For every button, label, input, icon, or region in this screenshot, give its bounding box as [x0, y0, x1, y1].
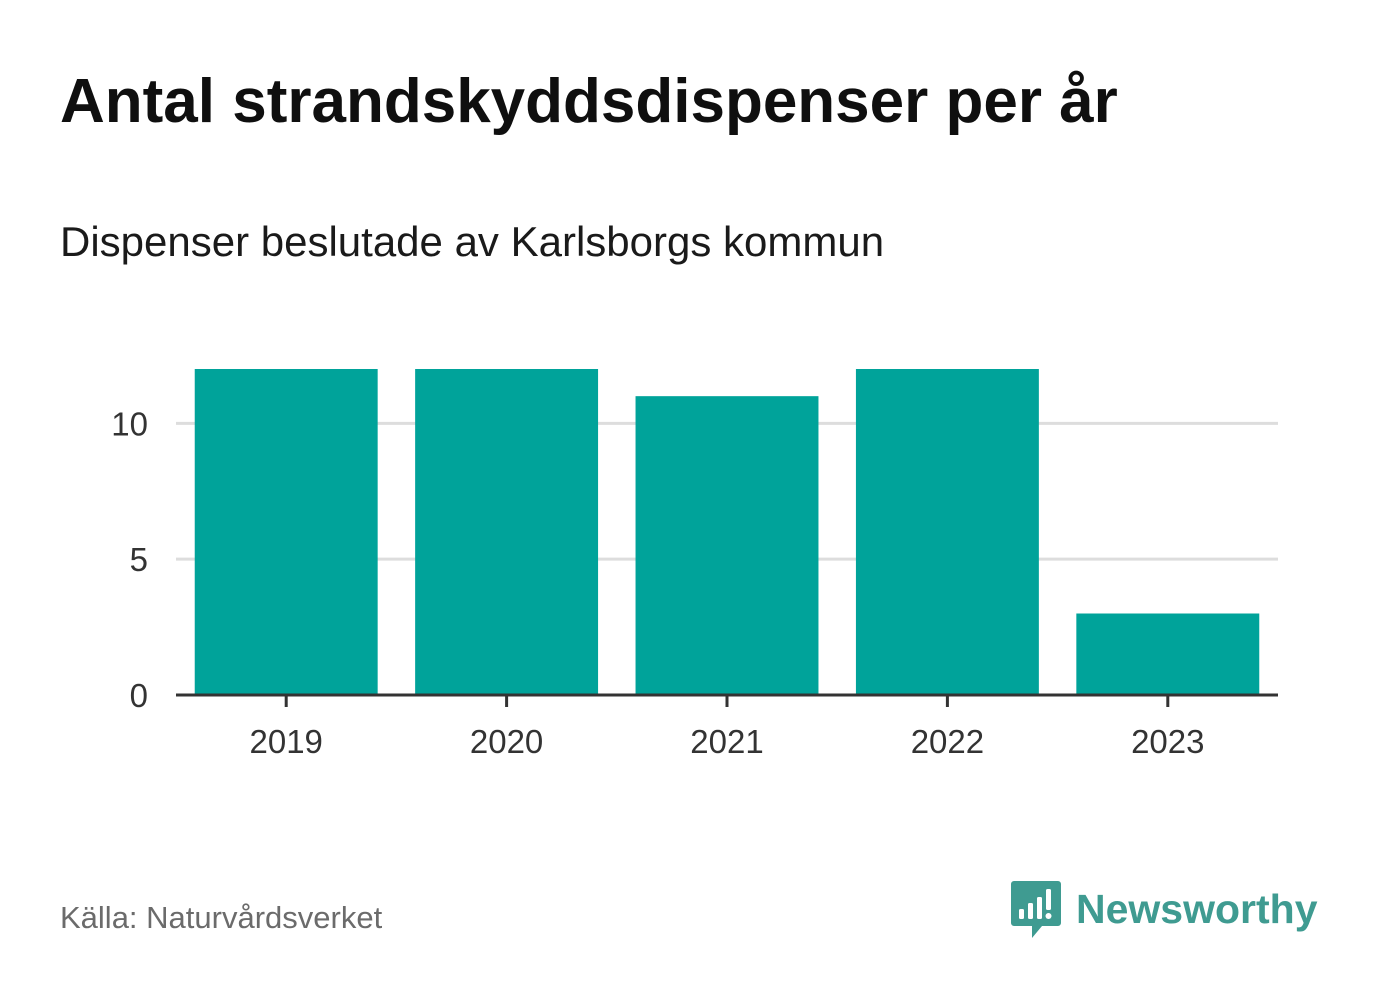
newsworthy-logo-icon	[1011, 881, 1061, 938]
y-tick-label: 5	[130, 541, 148, 578]
bars	[194, 369, 1260, 695]
x-tick-label: 2021	[690, 723, 763, 760]
bar-2023	[1076, 613, 1260, 695]
brand-name: Newsworthy	[1076, 885, 1318, 932]
bar-2020	[415, 369, 599, 695]
chart-subtitle: Dispenser beslutade av Karlsborgs kommun	[60, 218, 885, 265]
chart-title: Antal strandskyddsdispenser per år	[60, 67, 1118, 136]
bar-2022	[855, 369, 1039, 695]
x-tick-label: 2020	[470, 723, 543, 760]
bar-2021	[635, 396, 819, 695]
x-tick-label: 2023	[1131, 723, 1204, 760]
axes: 0 5 10 2019 2020 2021 2022 2023	[111, 405, 1278, 760]
brand-logo: Newsworthy	[1010, 878, 1318, 940]
x-tick-label: 2019	[249, 723, 322, 760]
y-tick-label: 0	[130, 677, 148, 714]
source-note: Källa: Naturvårdsverket	[60, 900, 383, 935]
y-tick-label: 10	[111, 405, 148, 442]
x-tick-label: 2022	[911, 723, 984, 760]
bar-2019	[194, 369, 378, 695]
